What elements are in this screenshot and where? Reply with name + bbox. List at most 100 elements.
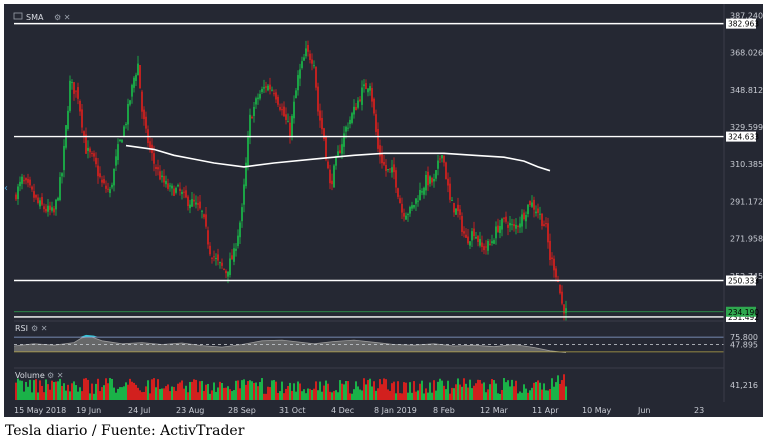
volume-bar: [187, 392, 189, 400]
volume-bar: [121, 387, 123, 400]
volume-bar: [219, 381, 221, 400]
candle-up: [509, 223, 511, 226]
volume-bar: [533, 382, 535, 400]
candle-down: [73, 82, 75, 94]
volume-settings-icon[interactable]: ⚙ ✕: [47, 371, 63, 380]
candle-up: [47, 205, 49, 212]
candle-down: [211, 257, 213, 259]
volume-bar: [445, 389, 447, 400]
candle-down: [327, 161, 329, 169]
candle-down: [15, 194, 17, 200]
volume-pane-label: Volume: [15, 371, 45, 380]
collapse-arrow-icon[interactable]: ‹: [4, 183, 8, 194]
sma-settings-icon[interactable]: ⚙ ✕: [54, 13, 70, 22]
price-axis-tick: 329.599: [730, 123, 763, 132]
volume-bar: [95, 383, 97, 400]
volume-bar: [405, 382, 407, 400]
candle-down: [529, 200, 531, 206]
candle-up: [347, 127, 349, 129]
candle-up: [535, 211, 537, 214]
volume-bar: [561, 380, 563, 400]
volume-bar: [365, 384, 367, 400]
volume-bar: [325, 380, 327, 400]
candle-down: [319, 110, 321, 121]
volume-bar: [509, 386, 511, 400]
volume-bar: [375, 390, 377, 400]
candle-down: [463, 231, 465, 234]
candle-down: [477, 235, 479, 242]
candle-up: [137, 63, 139, 75]
candle-up: [131, 84, 133, 97]
candle-up: [525, 215, 527, 222]
candle-up: [519, 223, 521, 228]
candle-down: [289, 122, 291, 137]
volume-bar: [15, 382, 17, 400]
volume-bar: [161, 388, 163, 400]
candle-up: [121, 139, 123, 143]
candle-up: [499, 226, 501, 233]
volume-bar: [435, 390, 437, 400]
candle-down: [221, 262, 223, 266]
candle-up: [161, 175, 163, 178]
candle-up: [305, 48, 307, 57]
chart-menu-icon[interactable]: [13, 12, 23, 20]
volume-bar: [293, 383, 295, 400]
candle-down: [27, 178, 29, 183]
candle-up: [113, 168, 115, 186]
volume-bar: [25, 381, 27, 400]
candle-up: [297, 75, 299, 91]
candle-down: [547, 223, 549, 243]
volume-bar: [385, 379, 387, 400]
candle-up: [263, 87, 265, 89]
candle-down: [561, 291, 563, 304]
candle-down: [107, 188, 109, 190]
volume-bar: [351, 393, 353, 400]
volume-bar: [291, 390, 293, 400]
candle-down: [379, 145, 381, 157]
candle-up: [63, 145, 65, 171]
candle-down: [549, 240, 551, 260]
rsi-settings-icon[interactable]: ⚙ ✕: [31, 324, 47, 333]
volume-bar: [109, 378, 111, 400]
volume-bar: [73, 381, 75, 400]
volume-bar: [467, 387, 469, 400]
volume-bar: [355, 381, 357, 400]
volume-bar: [531, 387, 533, 400]
candle-up: [511, 224, 513, 226]
candle-down: [445, 162, 447, 180]
x-axis-tick: 28 Sep: [228, 406, 256, 415]
volume-bar: [323, 385, 325, 400]
candle-down: [41, 197, 43, 205]
candle-down: [217, 254, 219, 261]
volume-bar: [497, 393, 499, 400]
candle-down: [143, 109, 145, 120]
candle-up: [351, 113, 353, 123]
volume-bar: [449, 393, 451, 400]
volume-bar: [221, 382, 223, 400]
candle-down: [505, 216, 507, 222]
volume-bar: [37, 392, 39, 400]
candle-up: [243, 184, 245, 205]
candle-up: [293, 101, 295, 119]
volume-bar: [255, 382, 257, 400]
volume-bar: [217, 387, 219, 400]
candle-up: [55, 199, 57, 210]
candle-up: [69, 80, 71, 111]
volume-bar: [479, 380, 481, 400]
candle-up: [287, 121, 289, 123]
candle-up: [215, 257, 217, 259]
candle-up: [349, 119, 351, 124]
volume-bar: [565, 386, 567, 400]
candle-up: [19, 181, 21, 187]
volume-bar: [317, 390, 319, 400]
candle-down: [385, 165, 387, 171]
volume-bar: [241, 380, 243, 400]
volume-bar: [329, 391, 331, 400]
candle-up: [531, 202, 533, 207]
candle-up: [229, 258, 231, 275]
candle-down: [207, 230, 209, 245]
candle-up: [39, 200, 41, 207]
price-axis-tick: 310.385: [730, 160, 763, 169]
volume-bar: [131, 381, 133, 400]
price-axis-tick: 271.958: [730, 235, 763, 244]
